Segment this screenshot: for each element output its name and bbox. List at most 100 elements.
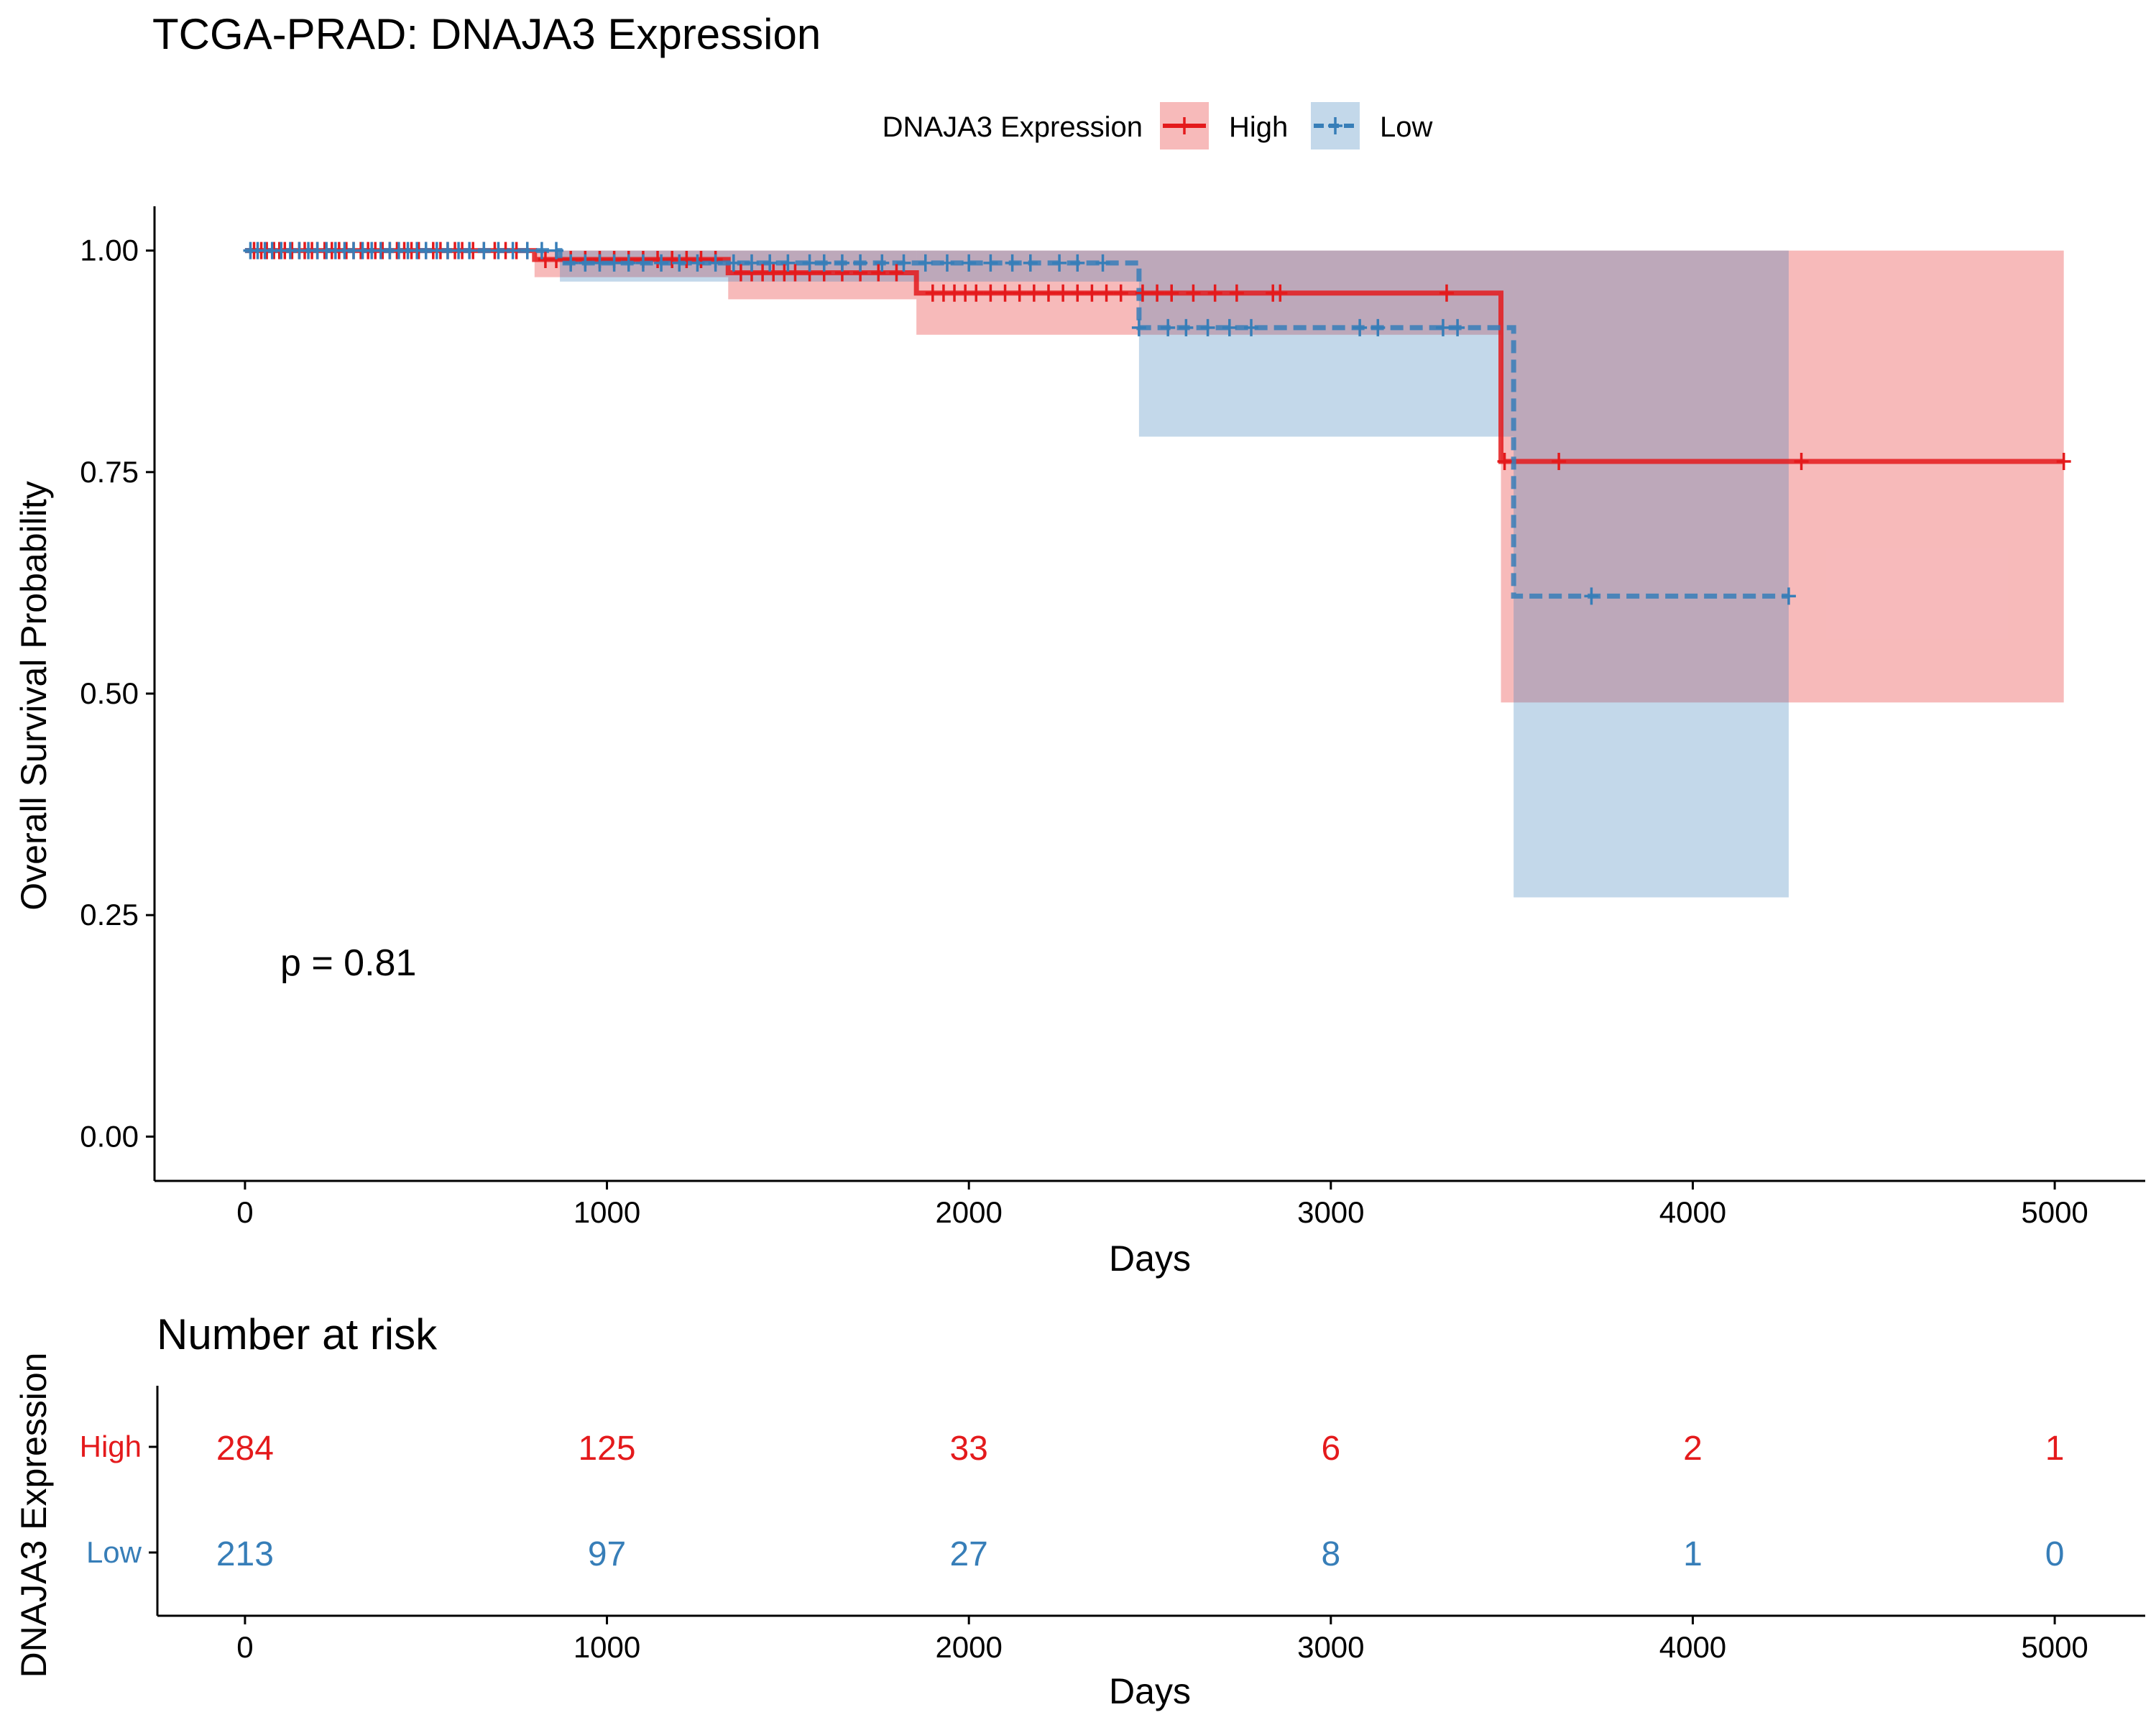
censor-mark xyxy=(1113,284,1128,302)
legend: DNAJA3 Expression High Low xyxy=(883,102,1432,150)
censor-mark xyxy=(462,242,477,259)
risk-count: 1 xyxy=(1683,1535,1703,1573)
censor-mark xyxy=(1222,318,1237,336)
censor-mark xyxy=(672,254,687,272)
censor-mark xyxy=(853,254,868,272)
risk-table: High 284 125 33 6 2 1 Low 213 97 27 8 1 0 0 1000 2000 300… xyxy=(80,1386,2145,1664)
censor-mark xyxy=(1244,318,1259,336)
risk-x-tick-label: 4000 xyxy=(1659,1630,1726,1664)
censor-mark xyxy=(578,254,593,272)
censor-mark xyxy=(1584,587,1599,605)
censor-mark xyxy=(1161,318,1176,336)
x-tick-label: 2000 xyxy=(935,1195,1002,1229)
censor-mark xyxy=(1026,284,1041,302)
censor-mark xyxy=(549,242,564,259)
y-tick-label: 0.50 xyxy=(80,676,139,710)
censor-mark xyxy=(834,254,849,272)
x-tick-label: 3000 xyxy=(1297,1195,1364,1229)
censor-mark xyxy=(520,242,535,259)
x-tick-label: 1000 xyxy=(573,1195,640,1229)
risk-count: 0 xyxy=(2045,1535,2065,1573)
risk-count: 2 xyxy=(1683,1430,1703,1468)
censor-mark xyxy=(1207,284,1222,302)
legend-label-low: Low xyxy=(1380,111,1432,143)
risk-x-tick-label: 3000 xyxy=(1297,1630,1364,1664)
censor-mark xyxy=(998,284,1013,302)
risk-table-y-label: DNAJA3 Expression xyxy=(14,1353,54,1678)
censor-mark xyxy=(1794,453,1809,471)
x-tick-label: 0 xyxy=(236,1195,253,1229)
legend-censor-mark xyxy=(1177,117,1192,134)
censor-mark xyxy=(871,264,886,282)
survival-line-low xyxy=(244,248,1789,599)
risk-count: 125 xyxy=(578,1430,635,1468)
censor-mark xyxy=(802,254,817,272)
censor-mark xyxy=(1273,284,1288,302)
risk-count: 1 xyxy=(2045,1430,2065,1468)
ci-segment xyxy=(1501,250,2064,703)
censor-mark xyxy=(875,254,890,272)
risk-count: 97 xyxy=(588,1535,626,1573)
censor-mark xyxy=(1353,318,1368,336)
censor-mark xyxy=(918,254,933,272)
risk-table-title: Number at risk xyxy=(157,1310,438,1358)
censor-mark xyxy=(1095,254,1110,272)
censor-mark xyxy=(690,254,705,272)
censor-mark xyxy=(2056,453,2071,471)
legend-label-high: High xyxy=(1229,111,1288,143)
x-tick-label: 5000 xyxy=(2021,1195,2088,1229)
censor-mark xyxy=(1135,284,1150,302)
p-value-annotation: p = 0.81 xyxy=(280,942,416,984)
ci-segment xyxy=(1138,250,1514,437)
censor-mark xyxy=(1084,284,1100,302)
risk-row-label-high: High xyxy=(80,1430,142,1463)
censor-mark xyxy=(1186,284,1201,302)
censor-mark xyxy=(983,284,998,302)
risk-x-tick-label: 5000 xyxy=(2021,1630,2088,1664)
y-tick-label: 0.25 xyxy=(80,898,139,932)
censor-mark xyxy=(1781,587,1796,605)
censor-mark xyxy=(1497,453,1512,471)
censor-mark xyxy=(1023,254,1038,272)
censor-mark xyxy=(592,254,607,272)
km-plot-area: 0.00 0.25 0.50 0.75 1.00 0 1000 2000 3000 4000 500… xyxy=(80,206,2145,1229)
censor-mark xyxy=(1200,318,1215,336)
censor-mark xyxy=(621,254,636,272)
risk-row-label-low: Low xyxy=(86,1535,142,1569)
censor-mark xyxy=(708,254,723,272)
censor-mark xyxy=(816,254,831,272)
censor-mark xyxy=(1164,284,1179,302)
legend-title: DNAJA3 Expression xyxy=(883,111,1143,143)
legend-censor-mark xyxy=(1328,117,1342,134)
censor-mark xyxy=(1552,453,1567,471)
censor-mark xyxy=(1450,318,1465,336)
risk-x-tick-label: 0 xyxy=(236,1630,253,1664)
risk-count: 284 xyxy=(216,1430,274,1468)
censor-mark xyxy=(1439,284,1454,302)
censor-mark xyxy=(563,254,579,272)
censor-mark xyxy=(962,254,977,272)
censor-mark xyxy=(889,264,904,282)
censor-mark xyxy=(939,254,954,272)
censor-mark xyxy=(780,254,796,272)
censor-mark xyxy=(726,254,741,272)
ci-segment xyxy=(1514,250,1789,898)
censor-mark xyxy=(1005,254,1020,272)
y-tick-label: 1.00 xyxy=(80,234,139,267)
censor-mark xyxy=(1131,318,1146,336)
censor-mark xyxy=(1070,284,1085,302)
censor-mark xyxy=(534,242,549,259)
censor-mark xyxy=(788,264,803,282)
censor-mark xyxy=(491,242,506,259)
censor-mark xyxy=(969,284,984,302)
censor-mark xyxy=(983,254,998,272)
censor-mark xyxy=(679,250,694,268)
x-axis-label: Days xyxy=(1109,1238,1191,1279)
censor-mark xyxy=(763,254,778,272)
censor-mark xyxy=(1370,318,1386,336)
y-tick-label: 0.75 xyxy=(80,455,139,489)
risk-count: 27 xyxy=(949,1535,987,1573)
risk-x-tick-label: 1000 xyxy=(573,1630,640,1664)
risk-x-tick-label: 2000 xyxy=(935,1630,1002,1664)
risk-count: 33 xyxy=(949,1430,987,1468)
